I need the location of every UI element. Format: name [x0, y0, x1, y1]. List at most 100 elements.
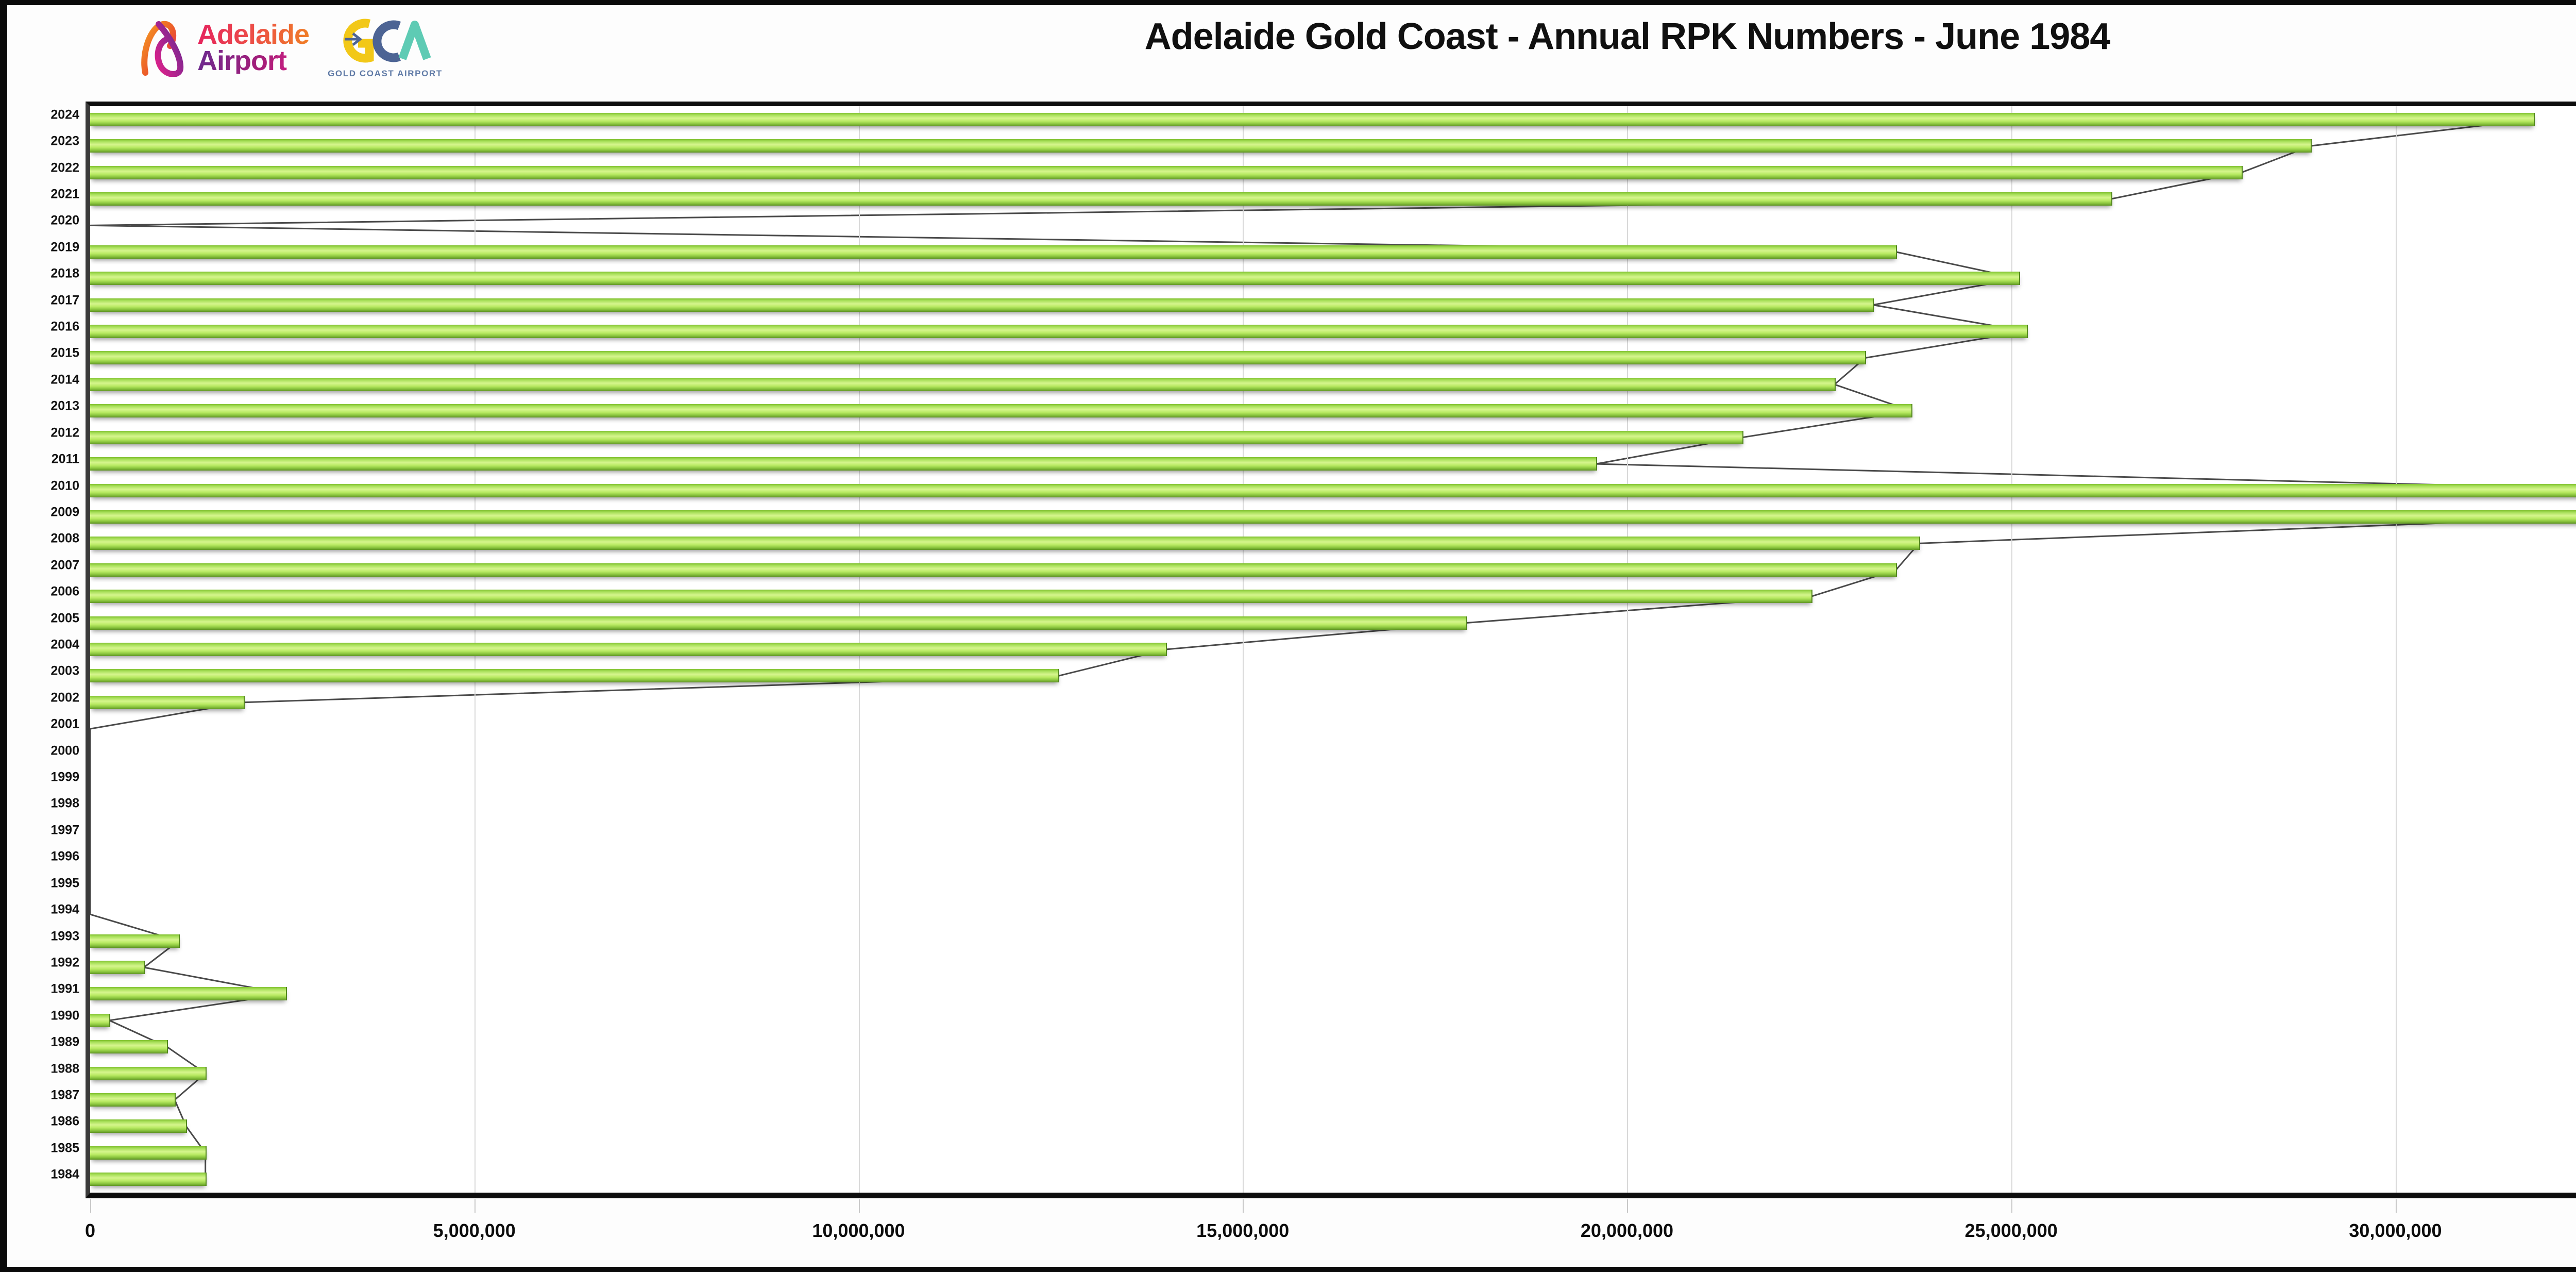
- y-axis-tick-label: 1998: [50, 796, 79, 811]
- bar[interactable]: [90, 430, 1743, 444]
- x-axis-tick-label: 5,000,000: [433, 1220, 516, 1241]
- bar[interactable]: [90, 377, 1836, 391]
- adelaide-airport-mark-icon: [141, 21, 184, 77]
- bar[interactable]: [90, 298, 1874, 312]
- y-axis-tick-label: 2004: [50, 637, 79, 652]
- bar[interactable]: [90, 695, 245, 709]
- bar[interactable]: [90, 510, 2576, 524]
- bar[interactable]: [90, 1173, 207, 1186]
- bar[interactable]: [90, 245, 1897, 259]
- y-axis-tick-label: 2008: [50, 531, 79, 546]
- y-axis-tick-label: 1992: [50, 955, 79, 970]
- gca-mark-icon: [343, 19, 431, 63]
- x-axis-tick-label: 10,000,000: [812, 1220, 905, 1241]
- y-axis-tick-label: 1995: [50, 876, 79, 891]
- bar[interactable]: [90, 537, 1920, 550]
- y-axis-tick-label: 1990: [50, 1008, 79, 1023]
- bar[interactable]: [90, 590, 1812, 604]
- bar[interactable]: [90, 112, 2535, 126]
- x-axis-tick-label: 20,000,000: [1580, 1220, 1674, 1241]
- bar[interactable]: [90, 1146, 207, 1160]
- bar[interactable]: [90, 987, 287, 1001]
- plot-frame: [86, 102, 2576, 1198]
- bar[interactable]: [90, 1066, 207, 1080]
- y-axis-tick-label: 1989: [50, 1034, 79, 1049]
- y-axis-tick-label: 1987: [50, 1087, 79, 1102]
- adelaide-airport-line2: Airport: [197, 46, 309, 74]
- y-axis-tick-label: 2000: [50, 743, 79, 758]
- y-axis-tick-label: 1988: [50, 1061, 79, 1076]
- bar[interactable]: [90, 483, 2576, 497]
- x-axis-tick: [2011, 1199, 2012, 1213]
- bar[interactable]: [90, 404, 1912, 418]
- x-axis-tick: [474, 1199, 476, 1213]
- x-axis-tick-label: 25,000,000: [1964, 1220, 2058, 1241]
- bar[interactable]: [90, 1013, 111, 1027]
- x-axis-tick: [90, 1199, 91, 1213]
- adelaide-airport-logo: Adelaide Airport: [136, 19, 310, 77]
- bar[interactable]: [90, 563, 1897, 577]
- bar[interactable]: [90, 139, 2312, 153]
- y-axis-tick-label: 2001: [50, 716, 79, 731]
- y-axis-tick-label: 2011: [51, 451, 79, 466]
- x-gridline: [2395, 106, 2397, 1193]
- bar[interactable]: [90, 669, 1060, 683]
- y-axis-tick-label: 1999: [50, 769, 79, 784]
- bar[interactable]: [90, 457, 1598, 471]
- y-axis-tick-label: 2022: [50, 160, 79, 175]
- y-axis-tick-label: 1997: [50, 823, 79, 838]
- bar[interactable]: [90, 165, 2243, 179]
- y-axis-tick-label: 1991: [50, 981, 79, 996]
- bar[interactable]: [90, 192, 2112, 206]
- y-axis-tick-label: 1985: [50, 1141, 79, 1156]
- plot-inner: [90, 106, 2576, 1193]
- y-axis-tick-label: 1993: [50, 929, 79, 944]
- y-axis-tick-label: 1994: [50, 902, 79, 917]
- x-axis: 0 5,000,000 10,000,000 15,000,000 20,000,000…: [84, 1199, 2576, 1261]
- bar[interactable]: [90, 960, 145, 974]
- bar[interactable]: [90, 616, 1467, 630]
- chart-area: 2024 2023 2022 2021 2020 2019 2018 2017 2016 2015…: [7, 101, 2576, 1267]
- chart-canvas: Adelaide Airport GOLD COAST AIRPORT Adel…: [7, 5, 2576, 1267]
- bar[interactable]: [90, 351, 1867, 365]
- y-axis-tick-label: 2012: [50, 425, 79, 440]
- gold-coast-airport-logo: GOLD COAST AIRPORT: [328, 16, 443, 79]
- adelaide-airport-wordmark: Adelaide Airport: [197, 19, 310, 74]
- bar[interactable]: [90, 1093, 176, 1107]
- x-gridline: [1627, 106, 1628, 1193]
- y-axis-labels: 2024 2023 2022 2021 2020 2019 2018 2017 2016 2015…: [7, 101, 86, 1198]
- x-axis-tick-label: 15,000,000: [1196, 1220, 1290, 1241]
- bar[interactable]: [90, 1040, 168, 1054]
- bar[interactable]: [90, 325, 2028, 339]
- x-axis-tick-label: 0: [84, 1220, 96, 1241]
- partner-logos: Adelaide Airport GOLD COAST AIRPORT: [136, 16, 443, 79]
- y-axis-tick-label: 1986: [50, 1114, 79, 1129]
- y-axis-tick-label: 2007: [50, 558, 79, 573]
- y-axis-tick-label: 2015: [50, 345, 79, 360]
- y-axis-tick-label: 2016: [50, 319, 79, 334]
- bar[interactable]: [90, 643, 1167, 656]
- y-axis-tick-label: 2017: [50, 293, 79, 308]
- y-axis-tick-label: 2021: [50, 187, 79, 202]
- y-axis-tick-label: 2009: [50, 505, 79, 520]
- y-axis-tick-label: 2024: [50, 107, 79, 122]
- y-axis-tick-label: 1984: [50, 1167, 79, 1182]
- y-axis-tick-label: 2014: [50, 372, 79, 387]
- x-axis-tick: [2395, 1199, 2397, 1213]
- chart-header: Adelaide Airport GOLD COAST AIRPORT Adel…: [7, 5, 2576, 101]
- page-title: Adelaide Gold Coast - Annual RPK Numbers…: [1144, 16, 2111, 57]
- bar[interactable]: [90, 1119, 188, 1133]
- y-axis-tick-label: 2020: [50, 213, 79, 228]
- y-axis-tick-label: 2013: [50, 398, 79, 413]
- bar[interactable]: [90, 934, 180, 948]
- x-gridline: [1243, 106, 1244, 1193]
- x-axis-tick-label: 30,000,000: [2349, 1220, 2442, 1241]
- x-axis-tick: [858, 1199, 860, 1213]
- y-axis-tick-label: 2005: [50, 611, 79, 626]
- adelaide-airport-line1: Adelaide: [197, 19, 310, 51]
- y-axis-tick-label: 1996: [50, 849, 79, 864]
- bar[interactable]: [90, 272, 2020, 286]
- y-axis-tick-label: 2006: [50, 584, 79, 599]
- y-axis-tick-label: 2023: [50, 133, 79, 148]
